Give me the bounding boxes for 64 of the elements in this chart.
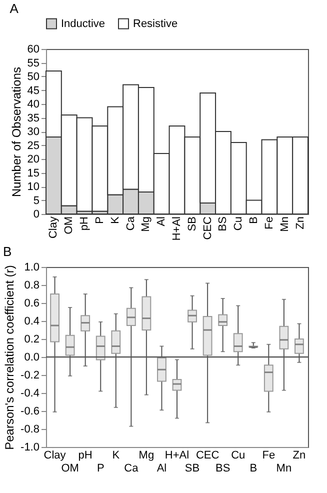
- x-tick-label: Mn: [278, 216, 291, 232]
- x-tick-label: OM: [61, 462, 79, 474]
- y-tick-label: 45: [27, 84, 40, 97]
- x-tick-label: Fe: [262, 450, 276, 462]
- x-tick-label: Mg: [140, 216, 152, 232]
- y-tick-label: 0.8: [24, 280, 40, 292]
- x-tick-label: H+Al: [164, 450, 190, 462]
- y-tick-label: 10: [27, 181, 40, 193]
- x-tick-label: BS: [217, 216, 230, 232]
- y-tick-label: 5: [33, 194, 40, 207]
- x-tick-label: Clay: [48, 216, 60, 239]
- y-tick-label: -0.6: [20, 406, 40, 418]
- y-tick-label: 20: [27, 154, 40, 166]
- y-tick-label: 50: [27, 71, 40, 83]
- x-tick-label: Cu: [231, 450, 246, 462]
- x-tick-label: Clay: [44, 450, 66, 462]
- y-tick-label: -1.0: [20, 442, 40, 454]
- x-tick-label: Zn: [292, 450, 306, 462]
- y-axis-title: Number of Observations: [9, 66, 24, 198]
- x-tick-label: Cu: [232, 216, 245, 231]
- x-tick-label: Zn: [294, 216, 306, 230]
- chart-title: B: [3, 244, 12, 259]
- x-tick-label: CEC: [202, 216, 214, 240]
- x-tick-label: P: [94, 216, 106, 224]
- y-tick-label: 60: [27, 44, 40, 56]
- x-tick-label: Fe: [263, 216, 276, 230]
- y-tick-label: 40: [27, 98, 40, 110]
- x-tick-label: CEC: [196, 450, 220, 462]
- x-tick-label: Mn: [276, 462, 292, 474]
- y-tick-label: 30: [27, 126, 40, 138]
- x-tick-label: Al: [156, 216, 168, 226]
- x-tick-label: pH: [78, 450, 92, 462]
- x-tick-label: OM: [63, 216, 76, 234]
- y-tick-label: 0.2: [24, 334, 40, 346]
- x-tick-label: Ca: [124, 216, 137, 231]
- y-tick-label: 35: [27, 112, 40, 124]
- x-tick-label: pH: [78, 216, 91, 231]
- legend-label: Resistive: [133, 18, 178, 30]
- y-tick-label: -0.2: [20, 370, 40, 382]
- x-tick-label: SB: [186, 216, 198, 232]
- y-tick-label: 55: [27, 57, 40, 70]
- y-tick-label: -0.4: [20, 388, 40, 400]
- y-tick-label: -0.8: [20, 424, 40, 436]
- x-tick-label: B: [250, 462, 258, 474]
- y-tick-label: 0.6: [24, 298, 40, 310]
- y-tick-label: 0.0: [24, 352, 40, 364]
- y-tick-label: 25: [27, 140, 40, 152]
- y-axis-title: Pearson's correlation coefficient (r): [2, 265, 17, 450]
- x-tick-label: BS: [215, 462, 230, 474]
- chart-title: A: [10, 1, 19, 16]
- x-tick-label: SB: [184, 462, 200, 474]
- legend-label: Inductive: [61, 18, 106, 30]
- x-tick-label: K: [109, 216, 122, 224]
- x-tick-label: Mg: [138, 450, 154, 462]
- y-tick-label: 15: [27, 167, 40, 180]
- y-tick-label: 0: [33, 208, 40, 220]
- x-tick-label: B: [248, 216, 260, 224]
- x-tick-label: K: [112, 450, 120, 462]
- y-tick-label: 0.4: [24, 316, 40, 328]
- x-tick-label: Ca: [124, 462, 140, 474]
- y-tick-label: 1.0: [24, 262, 40, 274]
- x-tick-label: H+Al: [171, 216, 183, 241]
- x-tick-label: P: [96, 462, 104, 474]
- x-tick-label: Al: [156, 462, 167, 474]
